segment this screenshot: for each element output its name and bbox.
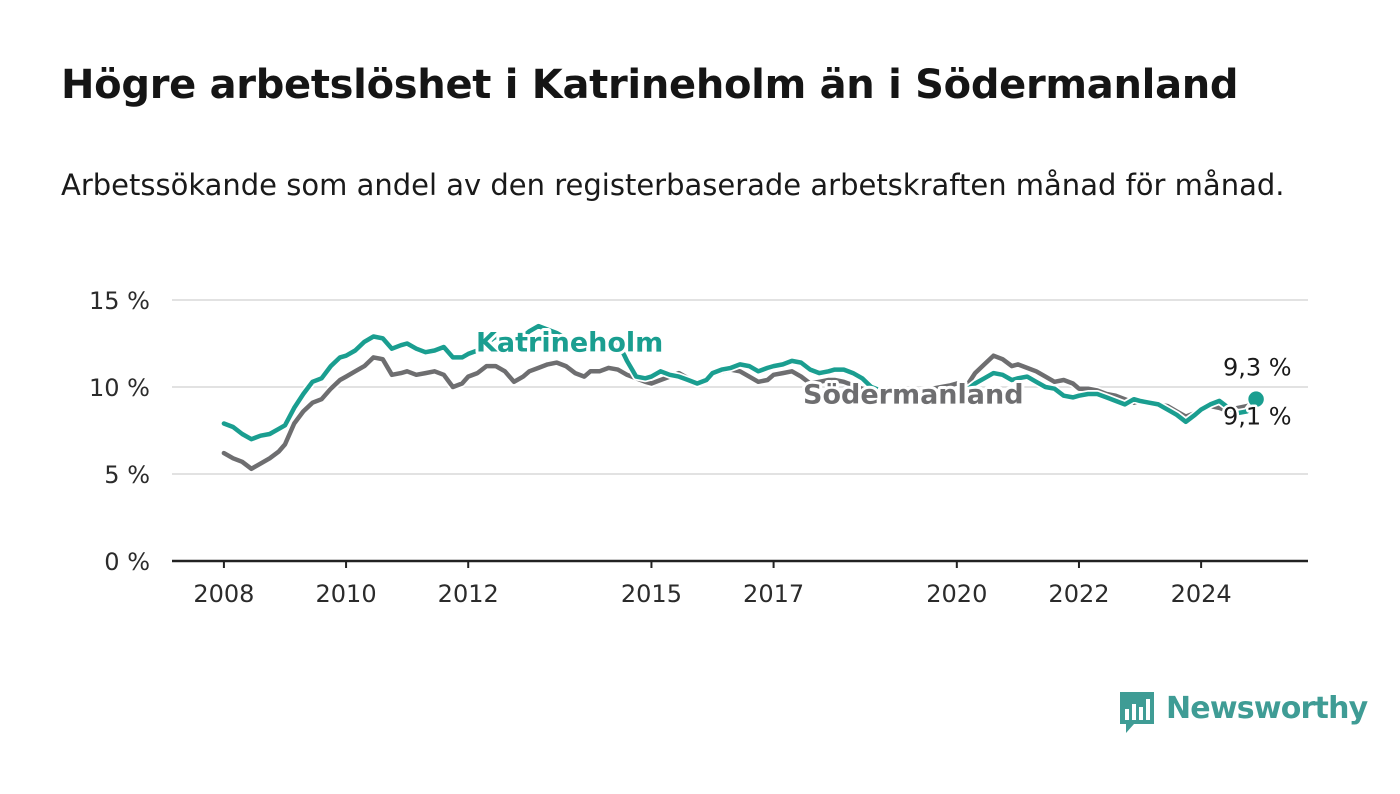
brand-name: Newsworthy	[1166, 691, 1368, 726]
x-tick-label: 2022	[1048, 580, 1109, 608]
series-line-halo	[219, 322, 1261, 444]
x-tick-label: 2010	[316, 580, 377, 608]
y-tick-label: 5 %	[104, 461, 150, 489]
y-tick-label: 0 %	[104, 548, 150, 576]
chart-subtitle: Arbetssökande som andel av den registerb…	[61, 168, 1285, 202]
series-line-södermanland	[221, 353, 1259, 472]
chart-title: Högre arbetslöshet i Katrineholm än i Sö…	[61, 62, 1239, 108]
x-tick-label: 2024	[1171, 580, 1232, 608]
series-label-katrineholm: Katrineholm	[476, 327, 663, 358]
series-line-katrineholm	[221, 323, 1259, 442]
x-tick-label: 2008	[193, 580, 254, 608]
bar-chart-bubble-icon	[1120, 692, 1154, 733]
y-tick-label: 10 %	[89, 374, 150, 402]
x-tick-label: 2015	[621, 580, 682, 608]
y-tick-label: 15 %	[89, 287, 150, 315]
x-tick-label: 2012	[438, 580, 499, 608]
end-value-label: 9,3 %	[1223, 354, 1292, 382]
end-marker-katrineholm	[1246, 389, 1266, 409]
x-tick-label: 2017	[743, 580, 804, 608]
end-value-label: 9,1 %	[1223, 402, 1292, 430]
series-label-södermanland: Södermanland	[803, 379, 1024, 410]
x-tick-label: 2020	[926, 580, 987, 608]
newsworthy-logo: Newsworthy	[1118, 690, 1368, 740]
